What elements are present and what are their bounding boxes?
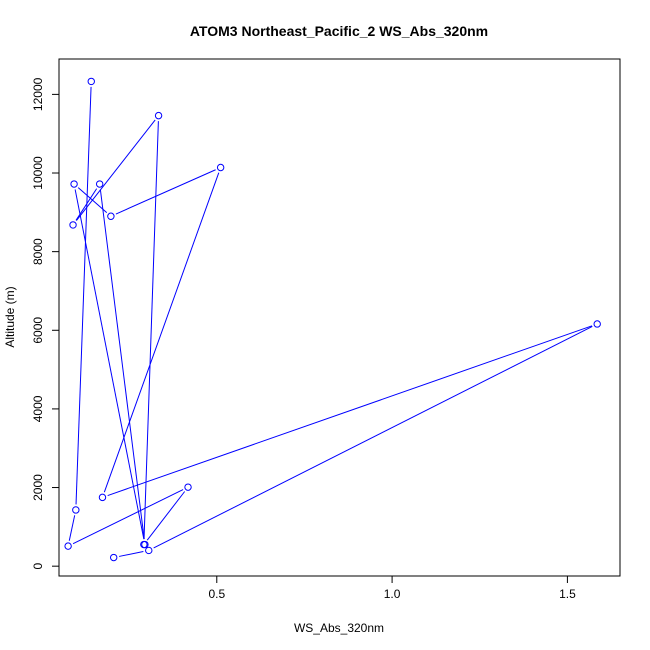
y-tick-label: 6000 <box>31 317 45 344</box>
data-point <box>154 111 163 120</box>
series-segment <box>146 491 186 541</box>
y-tick-label: 12000 <box>31 77 45 111</box>
series-segment <box>153 326 593 549</box>
x-axis-label: WS_Abs_320nm <box>294 621 384 635</box>
series-segment <box>77 187 108 214</box>
x-tick-label: 1.5 <box>559 587 576 601</box>
series-segment <box>115 169 216 215</box>
data-point <box>70 180 78 188</box>
series-segment <box>99 189 145 540</box>
y-tick-label: 2000 <box>31 474 45 501</box>
y-axis-label: Altitude (m) <box>3 286 17 347</box>
plot-frame <box>58 58 621 577</box>
data-point <box>216 163 225 172</box>
series-segment <box>75 86 92 505</box>
series-segment <box>103 172 220 493</box>
series-segment <box>118 551 144 557</box>
data-point <box>593 320 601 328</box>
data-point <box>87 77 95 86</box>
series-segment <box>74 189 145 540</box>
data-point <box>64 542 72 550</box>
series-segment <box>143 121 159 540</box>
series-segment <box>107 325 593 497</box>
series-segment <box>72 489 184 545</box>
data-point <box>72 506 80 514</box>
data-point <box>69 221 77 229</box>
y-tick-label: 4000 <box>31 395 45 422</box>
y-tick-label: 10000 <box>31 156 45 190</box>
x-tick-label: 1.0 <box>384 587 401 601</box>
series-segment <box>76 119 156 221</box>
data-point <box>184 483 192 491</box>
series-segment <box>68 515 76 541</box>
data-point <box>109 553 118 562</box>
y-tick-label: 0 <box>31 563 45 570</box>
data-point <box>141 540 149 549</box>
data-point <box>98 493 107 502</box>
data-series <box>64 77 601 562</box>
series-segment <box>75 188 98 221</box>
x-tick-label: 0.5 <box>208 587 225 601</box>
chart-title: ATOM3 Northeast_Pacific_2 WS_Abs_320nm <box>190 23 488 39</box>
y-tick-label: 8000 <box>31 238 45 265</box>
data-point <box>107 212 115 220</box>
y-axis: 0 2000 4000 6000 8000 10000 12000 <box>31 77 60 570</box>
x-axis: 0.5 1.0 1.5 <box>208 575 576 601</box>
data-point <box>95 180 104 188</box>
data-point <box>145 546 153 555</box>
